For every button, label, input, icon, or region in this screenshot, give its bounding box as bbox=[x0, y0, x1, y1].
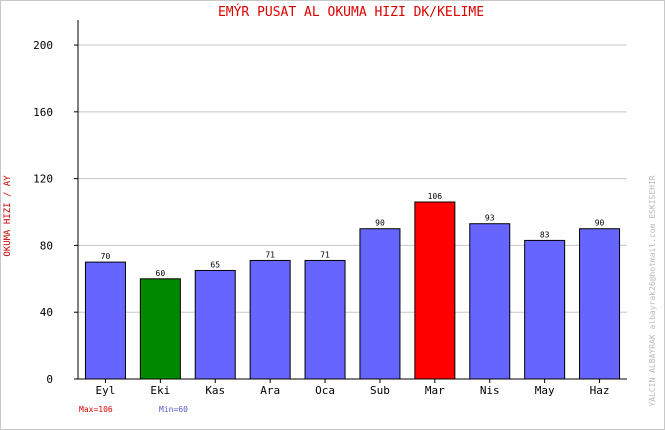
bar-ara bbox=[249, 259, 291, 380]
bar-value-label: 106 bbox=[428, 192, 443, 201]
bar-value-label: 90 bbox=[375, 219, 385, 228]
bar-oca bbox=[304, 259, 346, 380]
bar-mar bbox=[414, 201, 456, 380]
bar-value-label: 93 bbox=[485, 214, 495, 223]
y-axis-label: OKUMA HIZI / AY bbox=[3, 175, 13, 257]
x-tick-label: Nis bbox=[480, 384, 500, 397]
bar-may bbox=[524, 239, 566, 380]
bar-value-label: 65 bbox=[210, 260, 220, 269]
bar-haz bbox=[579, 228, 621, 380]
x-tick-label: Haz bbox=[590, 384, 610, 397]
x-tick-label: Oca bbox=[315, 384, 335, 397]
chart-title: EMÝR PUSAT AL OKUMA HIZI DK/KELIME bbox=[218, 4, 484, 20]
y-tick-label: 160 bbox=[33, 106, 53, 119]
bar-sub bbox=[359, 228, 401, 380]
x-tick-label: Sub bbox=[370, 384, 390, 397]
bar-eki bbox=[139, 278, 181, 380]
bar-value-label: 90 bbox=[595, 219, 605, 228]
y-tick-label: 40 bbox=[40, 306, 53, 319]
bar-value-label: 70 bbox=[101, 252, 111, 261]
x-tick-label: Ara bbox=[260, 384, 280, 397]
bar-value-label: 71 bbox=[265, 250, 275, 259]
x-tick-label: Kas bbox=[205, 384, 225, 397]
max-label: Max=106 bbox=[79, 405, 113, 414]
bar-value-label: 71 bbox=[320, 250, 330, 259]
bar-value-label: 60 bbox=[156, 269, 166, 278]
author-note: YALCIN ALBAYRAK albayrak26@hotmail.com E… bbox=[648, 175, 657, 406]
bar-nis bbox=[469, 223, 511, 380]
x-tick-label: Eki bbox=[150, 384, 170, 397]
y-tick-label: 80 bbox=[40, 239, 53, 252]
x-tick-label: Mar bbox=[425, 384, 445, 397]
bar-kas bbox=[194, 269, 236, 380]
bar-value-label: 83 bbox=[540, 230, 550, 239]
y-tick-label: 120 bbox=[33, 173, 53, 186]
y-tick-label: 0 bbox=[46, 373, 53, 386]
x-tick-label: Eyl bbox=[96, 384, 116, 397]
plot-area: 0 40 80 120 160 200 70 Eyl 60 Eki 65 Kas 71 Ara 71 Oca 9… bbox=[33, 20, 627, 397]
y-tick-label: 200 bbox=[33, 39, 53, 52]
bar-eyl bbox=[84, 261, 126, 380]
x-tick-label: May bbox=[535, 384, 555, 397]
min-label: Min=60 bbox=[159, 405, 188, 414]
